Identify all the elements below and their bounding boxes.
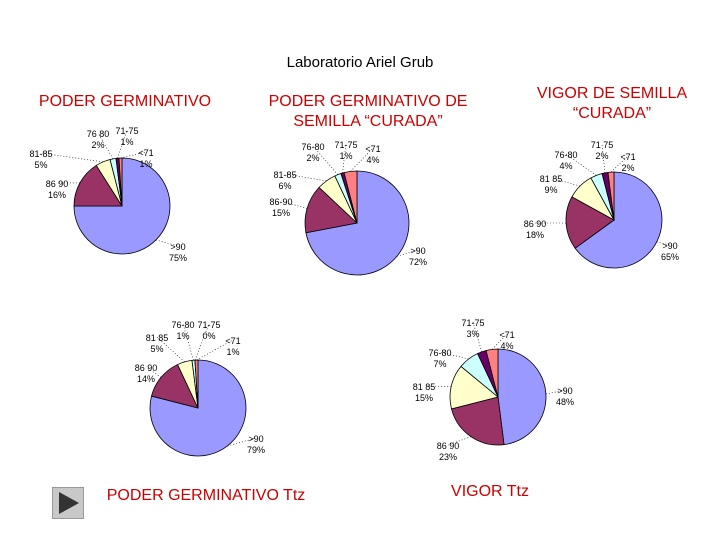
slice-label-71-75: 71 75 2% <box>591 140 614 161</box>
pie-slice-86-90 <box>304 186 358 234</box>
play-triangle-icon <box>59 492 79 514</box>
leader-line <box>565 153 597 176</box>
leader-line <box>342 143 347 174</box>
pie-slice-lt71 <box>194 359 199 409</box>
slice-label-76-80: 76-80 1% <box>171 320 194 341</box>
pie-chart-5: >90 48% 86 90 23% 81 85 15% 76-80 7% 71-75 3% <71 4… <box>413 318 574 462</box>
leader-line <box>196 339 234 361</box>
slice-label-76-80: 76-80 4% <box>554 150 577 171</box>
leader-line <box>117 129 128 159</box>
slice-label-71-75: 71-75 3% <box>461 318 484 339</box>
leader-line <box>227 437 257 447</box>
pie-slice-86-90 <box>451 396 505 446</box>
chart-title-vigor-ttz: VIGOR Ttz <box>451 483 529 500</box>
slice-label-71-75: 71-75 1% <box>334 140 357 161</box>
pie-chart-1: >90 75% 86 90 16% 81-85 5% 76 80 2%71-75 1%<71 1% <box>29 126 187 263</box>
slice-label-76-80: 76 80 2% <box>87 129 110 150</box>
slice-label-81-85: 81 85 5% <box>146 333 169 354</box>
slice-label-76-80: 76-80 2% <box>301 142 324 163</box>
pie-chart-3: >90 65% 86 90 18% 81 85 9% 76-80 4% 71 75 2% <71 2% <box>524 140 679 269</box>
slice-label-86-90: 86 90 23% <box>437 441 460 462</box>
leader-line <box>284 173 327 182</box>
chart-title-poder-germinativo-curada: PODER GERMINATIVO DE SEMILLA “CURADA” <box>268 93 468 130</box>
leader-line <box>120 151 147 159</box>
chart-title-poder-germinativo: PODER GERMINATIVO <box>38 93 212 110</box>
slice-label-gt90: >90 75% <box>169 242 187 263</box>
leader-line <box>182 323 194 361</box>
page-title: Laboratorio Ariel Grub <box>286 54 434 71</box>
slice-label-lt71: <71 4% <box>499 330 514 351</box>
chart-title-poder-germinativo-ttz: PODER GERMINATIVO Ttz <box>106 487 306 504</box>
slice-label-76-80: 76-80 7% <box>428 348 451 369</box>
leader-line <box>156 336 185 363</box>
slice-label-86-90: 86 90 16% <box>46 179 69 200</box>
slice-label-81-85: 81 85 15% <box>413 382 436 403</box>
leader-line <box>97 132 114 160</box>
leader-line <box>550 177 581 187</box>
leader-line <box>610 155 629 173</box>
leader-line <box>472 321 483 352</box>
slice-label-gt90: >90 65% <box>661 241 679 262</box>
leader-line <box>194 323 210 361</box>
slice-label-lt71: <71 2% <box>620 152 635 173</box>
slice-label-81-85: 81 85 9% <box>540 174 563 195</box>
slice-label-lt71: <71 1% <box>138 148 153 169</box>
play-button[interactable] <box>52 487 84 519</box>
pie-slice-lt71 <box>343 170 358 224</box>
slice-label-86-90: 86-90 15% <box>269 197 292 218</box>
slice-label-71-75: 71-75 1% <box>115 126 138 147</box>
slice-label-86-90: 86 90 18% <box>524 219 547 240</box>
leader-line <box>396 249 419 257</box>
pie-chart-2: >90 72% 86-90 15% 81-85 6%76-80 2% 71-75 1% <71 4% <box>269 140 427 276</box>
leader-line <box>312 145 339 175</box>
slice-label-81-85: 81-85 6% <box>273 170 296 191</box>
slice-label-gt90: >90 72% <box>409 246 427 267</box>
leader-line <box>601 143 606 173</box>
slice-label-lt71: <71 4% <box>365 144 380 165</box>
pie-slice-gt90 <box>574 171 663 269</box>
slice-label-86-90: 86 90 14% <box>135 363 158 384</box>
pie-chart-4: >90 79% 86 90 14% 81 85 5%76-80 1%71-75 0% <71 1% <box>135 320 265 457</box>
pie-slice-lt71 <box>118 157 123 207</box>
slice-label-lt71: <71 1% <box>225 336 240 357</box>
leader-line <box>447 436 472 446</box>
pie-slice-gt90 <box>497 348 547 446</box>
slice-label-71-75: 71-75 0% <box>197 320 220 341</box>
leader-line <box>545 389 566 395</box>
slice-label-81-85: 81-85 5% <box>29 149 52 170</box>
leader-line <box>350 147 374 172</box>
leader-line <box>491 333 508 350</box>
slice-label-gt90: >90 48% <box>556 386 574 407</box>
chart-title-vigor-curada: VIGOR DE SEMILLA “CURADA” <box>536 85 688 122</box>
slice-label-gt90: >90 79% <box>247 434 265 455</box>
leader-line <box>656 241 671 246</box>
leader-line <box>145 366 162 378</box>
pie-slice-86-90 <box>73 164 123 207</box>
leader-line <box>439 351 469 360</box>
leader-line <box>155 239 179 247</box>
